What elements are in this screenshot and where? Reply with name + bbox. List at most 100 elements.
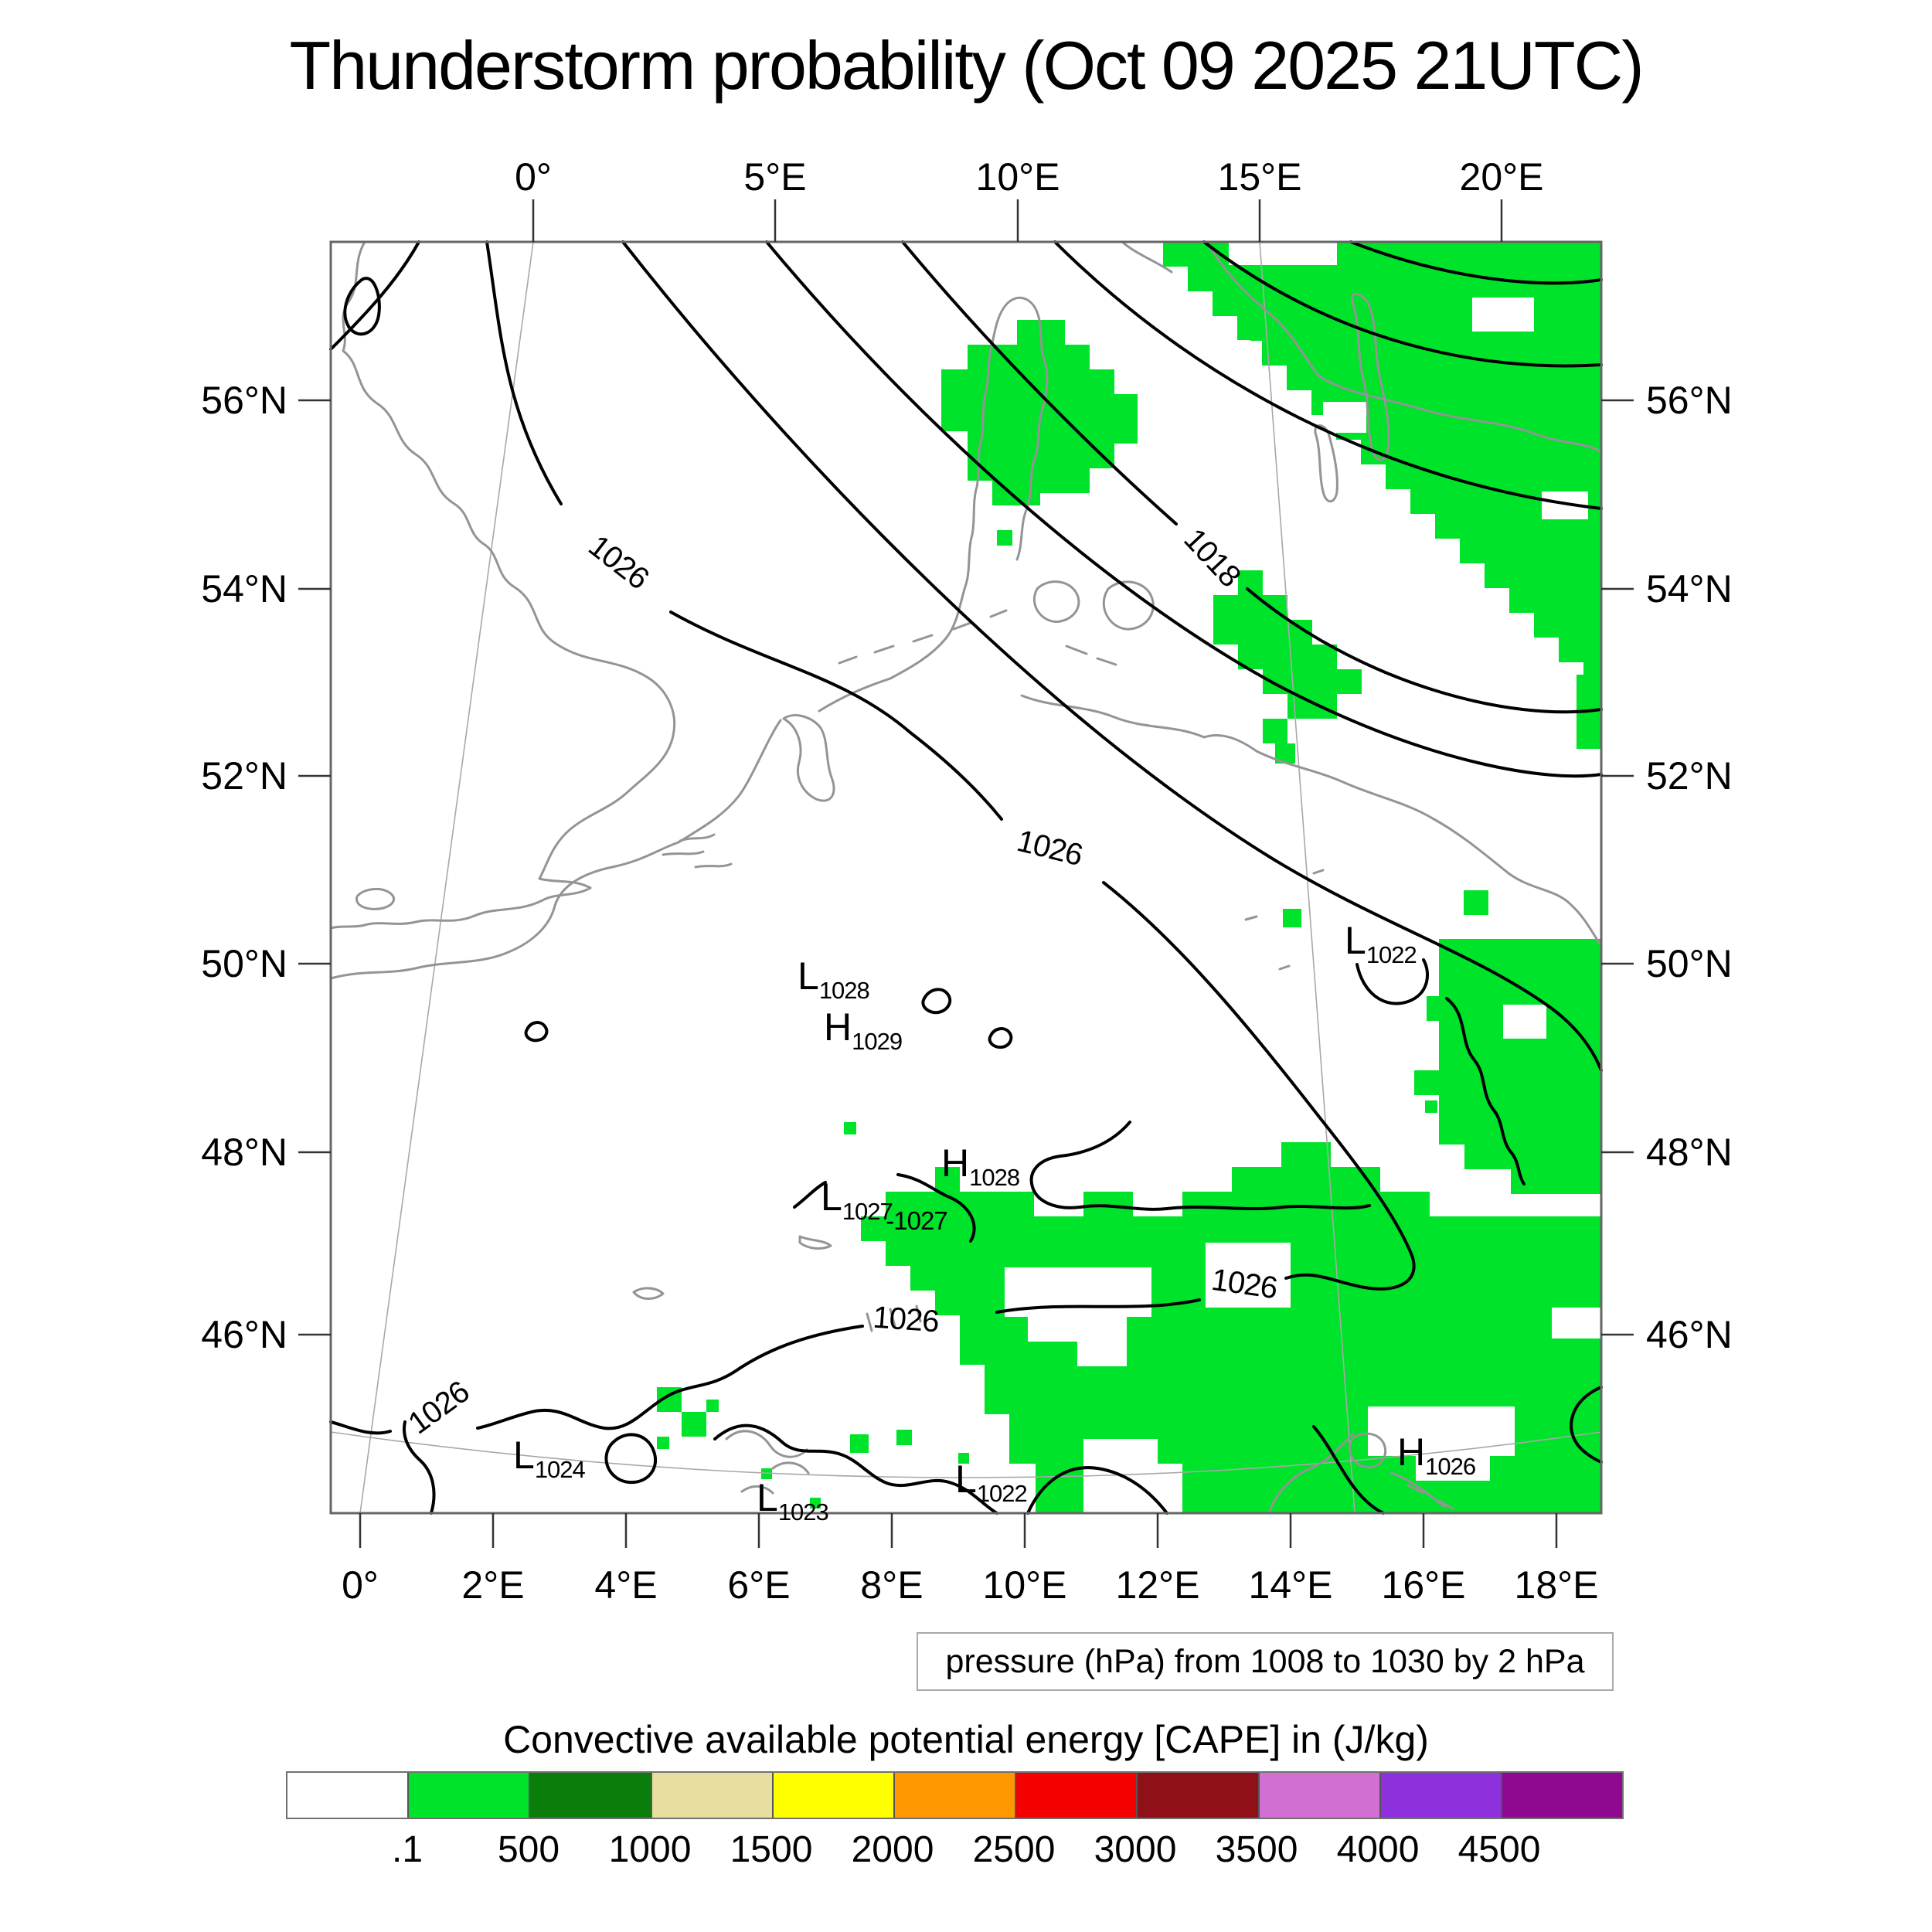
center-value: 1024	[534, 1456, 586, 1483]
pressure-center-L1028: L1028	[798, 954, 870, 1004]
isobar-label-1027-small: -1027	[886, 1206, 947, 1235]
colorbar-cell	[1259, 1773, 1381, 1818]
map-frame-group	[298, 199, 1634, 1548]
axis-label-bottom-10e: 10°E	[982, 1563, 1067, 1607]
axis-label-top-15e: 15°E	[1217, 155, 1302, 199]
axis-label-left-52n: 52°N	[201, 754, 287, 798]
pressure-center-H1028: H1028	[941, 1141, 1020, 1189]
meridian-0e	[359, 241, 534, 1514]
center-value: 1028	[818, 977, 870, 1004]
axis-label-bottom-6e: 6°E	[727, 1563, 791, 1607]
coast-jutland	[818, 296, 1049, 713]
colorbar-tick-labels: .1 500 1000 1500 2000 2500 3000 3500 4000 4500	[286, 1828, 1621, 1878]
center-letter: L	[1345, 919, 1366, 962]
coast-alps-detail	[725, 1430, 810, 1495]
axis-label-right-48n: 48°N	[1646, 1131, 1733, 1174]
cape-colorbar	[286, 1771, 1624, 1819]
isobar-1016	[1053, 240, 1603, 510]
coast-ijsselmeer	[782, 714, 835, 802]
axis-label-right-56n: 56°N	[1646, 379, 1733, 422]
colorbar-tick-label: 2500	[972, 1829, 1056, 1870]
axis-label-top-0e: 0°	[515, 155, 552, 199]
colorbar-tick-label: .1	[391, 1829, 423, 1870]
pressure-caption-box: pressure (hPa) from 1008 to 1030 by 2 hP…	[917, 1632, 1614, 1691]
center-letter: H	[941, 1141, 970, 1185]
colorbar-cell	[1380, 1773, 1502, 1818]
center-letter: L	[798, 954, 819, 998]
axis-ticks-left	[298, 399, 331, 1336]
map-frame	[329, 240, 1603, 1515]
center-value: 1022	[1366, 941, 1417, 968]
colorbar-tick-label: 4000	[1336, 1829, 1420, 1870]
coast-baltic-south	[1020, 694, 1603, 947]
pressure-center-H1029: H1029	[824, 1008, 903, 1055]
pressure-center-H1026: H1026	[1397, 1430, 1476, 1480]
colorbar-cell	[287, 1773, 410, 1818]
isobar-closed-loop-nw	[343, 277, 381, 336]
isobar-1027-1028-cluster	[793, 1121, 1371, 1243]
axis-ticks-right	[1601, 399, 1634, 1336]
axis-label-left-50n: 50°N	[201, 942, 287, 985]
isobar-small-closed-cells	[524, 988, 1013, 1049]
axis-label-bottom-12e: 12°E	[1115, 1563, 1200, 1607]
axis-label-right-52n: 52°N	[1646, 754, 1733, 798]
coast-danish-islands	[1032, 580, 1155, 666]
axis-label-left-56n: 56°N	[201, 379, 287, 422]
colorbar-cell	[1502, 1773, 1623, 1818]
cape-shading-holes	[1005, 242, 1601, 1481]
isobar-1020	[765, 240, 1603, 778]
colorbar-tick-label: 500	[497, 1829, 560, 1870]
coast-adriatic	[1267, 1432, 1454, 1515]
axis-label-right-50n: 50°N	[1646, 942, 1733, 985]
center-letter: L	[955, 1458, 977, 1501]
page-title: Thunderstorm probability (Oct 09 2025 21…	[289, 27, 1644, 104]
isobar-layer	[329, 240, 1603, 1515]
pressure-center-L1027: L1027	[821, 1178, 893, 1223]
colorbar-tick-label: 3000	[1094, 1829, 1177, 1870]
colorbar-tick-label: 1000	[608, 1829, 692, 1870]
pressure-center-L1022-south: L1022	[955, 1458, 1028, 1505]
colorbar-cell	[894, 1773, 1017, 1818]
coast-small-islands	[1244, 869, 1325, 971]
isobar-1022-hook	[1355, 958, 1430, 1005]
coast-france-benelux	[329, 719, 782, 980]
isobar-alpine-wiggles	[403, 1420, 1168, 1515]
colorbar-tick-label: 3500	[1215, 1829, 1298, 1870]
isobar-1014	[1202, 240, 1603, 368]
axis-label-bottom-16e: 16°E	[1381, 1563, 1466, 1607]
colorbar-cell	[651, 1773, 774, 1818]
axis-label-bottom-18e: 18°E	[1514, 1563, 1599, 1607]
axis-label-bottom-0e: 0°	[342, 1563, 379, 1607]
center-value: 1029	[852, 1028, 903, 1055]
isobar-1026-main	[329, 240, 1416, 1435]
isobar-east-squiggle	[1445, 997, 1526, 1185]
axis-label-left-46n: 46°N	[201, 1313, 287, 1356]
center-letter: H	[1397, 1430, 1426, 1474]
axis-label-left-48n: 48°N	[201, 1131, 287, 1174]
coast-scheldt-estuary	[662, 833, 733, 869]
isobar-1028-corner	[329, 240, 420, 351]
colorbar-cell	[773, 1773, 895, 1818]
isobar-southeast	[1312, 1386, 1603, 1515]
isobar-1012	[1349, 240, 1603, 285]
colorbar-title: Convective available potential energy [C…	[503, 1718, 1429, 1761]
coast-frisian-islands	[838, 609, 1008, 665]
colorbar-cell	[1016, 1773, 1138, 1818]
axis-label-right-54n: 54°N	[1646, 567, 1733, 611]
coastlines-layer	[329, 240, 1603, 1515]
center-letter: L	[757, 1476, 778, 1519]
center-value: 1023	[777, 1498, 829, 1526]
coast-gotland	[1350, 293, 1390, 461]
coast-england	[329, 240, 676, 930]
coast-norway	[1121, 240, 1173, 274]
isobar-label-1026-s: 1026	[872, 1300, 940, 1339]
center-letter: L	[513, 1434, 535, 1477]
coast-alpine-lakes	[632, 1235, 922, 1332]
colorbar-cell	[530, 1773, 652, 1818]
colorbar-tick-label: 4500	[1458, 1829, 1541, 1870]
center-value: 1026	[1425, 1453, 1476, 1480]
axis-label-top-20e: 20°E	[1459, 155, 1544, 199]
axis-label-bottom-4e: 4°E	[594, 1563, 658, 1607]
parallel-45n	[330, 1431, 1602, 1478]
